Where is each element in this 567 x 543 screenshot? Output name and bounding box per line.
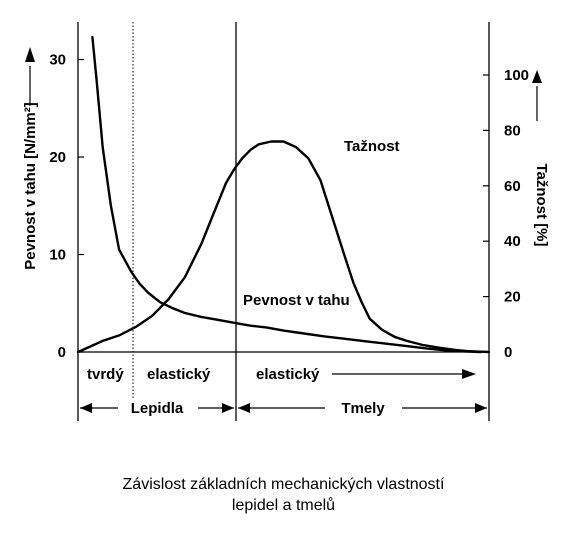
right-ticks: 0 20 40 60 80 100: [483, 67, 529, 361]
bracket-tmely: [238, 403, 487, 413]
bracket-lepidla: [80, 403, 234, 413]
right-tick-label: 20: [504, 289, 521, 306]
right-arrow-icon: [332, 369, 476, 379]
left-axis-up-arrow-icon: [25, 47, 35, 106]
right-axis-up-arrow-icon: [532, 70, 542, 121]
left-tick-label: 20: [49, 149, 66, 166]
zone-label-tvrdy: tvrdý: [87, 366, 124, 383]
right-tick-label: 0: [504, 344, 512, 361]
right-axis-title: Tažnost [%]: [533, 163, 550, 246]
series-layer: [76, 35, 491, 354]
series-label-pevnost: Pevnost v tahu: [243, 292, 350, 309]
left-ticks: 0 10 20 30: [49, 52, 84, 361]
series-label-taznost: Tažnost: [344, 138, 400, 155]
series-line-taznost: [76, 140, 491, 354]
zone-label-elasticky-tmely: elastický: [256, 366, 320, 383]
zone-label-elasticky-lepidla: elastický: [147, 366, 211, 383]
right-tick-label: 100: [504, 67, 529, 84]
left-tick-label: 30: [49, 52, 66, 69]
caption-line-2: lepidel a tmelů: [231, 497, 336, 514]
left-tick-label: 0: [58, 344, 66, 361]
right-tick-label: 40: [504, 233, 521, 250]
series-line-pevnost: [91, 35, 482, 354]
left-tick-label: 10: [49, 247, 66, 264]
right-tick-label: 80: [504, 122, 521, 139]
caption-line-1: Závislost základních mechanických vlastn…: [122, 476, 445, 493]
chart: 0 10 20 30 0 20 40 60 80 100 Pevnost v tahu [N/m…: [22, 22, 550, 421]
left-axis-title: Pevnost v tahu [N/mm²]: [22, 102, 39, 270]
right-tick-label: 60: [504, 178, 521, 195]
group-label-lepidla: Lepidla: [131, 400, 184, 417]
figure-caption: Závislost základních mechanických vlastn…: [0, 474, 567, 516]
group-label-tmely: Tmely: [341, 400, 385, 417]
